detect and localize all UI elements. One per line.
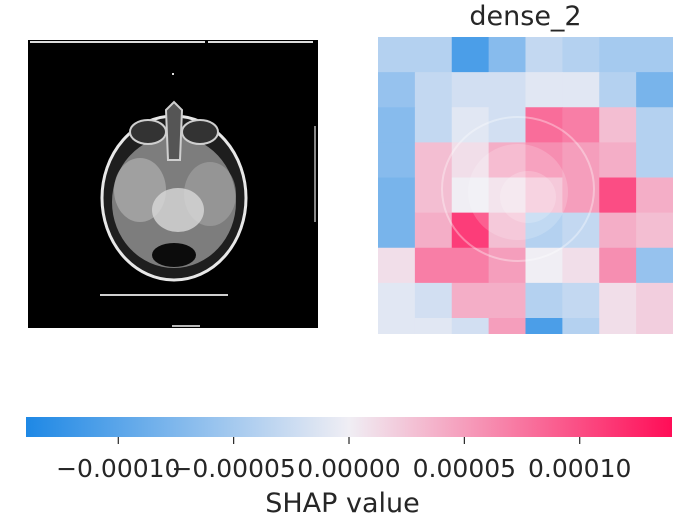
heatmap-cell: [414, 107, 453, 143]
heatmap-cell: [636, 142, 673, 179]
heatmap-cell: [562, 177, 600, 214]
heatmap-cell: [414, 72, 453, 108]
heatmap-cell: [525, 72, 563, 108]
heatmap-cell: [599, 37, 637, 73]
heatmap-cell: [488, 107, 527, 143]
heatmap-cell: [525, 318, 563, 334]
colorbar-tick-label: 0.00010: [528, 454, 631, 483]
heatmap-cell: [562, 142, 600, 179]
scan-header-text: [30, 41, 313, 43]
heatmap-cell: [451, 212, 490, 249]
heatmap-cell: [488, 177, 527, 214]
heatmap-cell: [378, 247, 416, 284]
heatmap-cell: [488, 72, 527, 108]
heatmap-cell: [525, 247, 563, 284]
heatmap-cell: [525, 177, 563, 214]
heatmap-cell: [451, 142, 490, 179]
scan-overlay: [441, 116, 595, 262]
heatmap-cell: [414, 212, 453, 249]
heatmap-cell: [451, 177, 490, 214]
heatmap-cell: [378, 72, 416, 108]
heatmap-cell: [636, 282, 673, 319]
heatmap-cell: [488, 247, 527, 284]
heatmap-cell: [451, 247, 490, 284]
heatmap-cell: [414, 142, 453, 179]
heatmap-cell: [636, 212, 673, 249]
orbit-structures: [129, 100, 219, 161]
heatmap-cell: [562, 72, 600, 108]
heatmap-cell: [599, 177, 637, 214]
colorbar: −0.00010−0.00005 0.00000 0.00005 0.00010: [26, 417, 672, 483]
heatmap-cell: [562, 318, 600, 334]
heatmap-cell: [599, 282, 637, 319]
scan-overlay: [500, 171, 556, 223]
heatmap-cell: [599, 142, 637, 179]
heatmap-cell: [599, 107, 637, 143]
heatmap-cell: [378, 318, 416, 334]
colorbar-tick-label: 0.00000: [297, 454, 400, 483]
mri-scan-image: [28, 40, 318, 328]
heatmap-cell: [636, 37, 673, 73]
panel-title: dense_2: [469, 1, 582, 32]
heatmap-cell: [414, 37, 453, 73]
colorbar-gradient: [26, 417, 672, 437]
heatmap-cell: [488, 282, 527, 319]
heatmap-cell: [488, 37, 527, 73]
heatmap-cell: [525, 37, 563, 73]
colorbar-label: SHAP value: [265, 488, 420, 519]
heatmap-cell: [451, 318, 490, 334]
heatmap-cell: [562, 107, 600, 143]
heatmap-cell: [451, 282, 490, 319]
heatmap-cell: [525, 107, 563, 143]
heatmap-cell: [488, 142, 527, 179]
heatmap-cell: [636, 318, 673, 334]
heatmap-cell: [451, 72, 490, 108]
heatmap-cell: [525, 142, 563, 179]
heatmap-cell: [562, 247, 600, 284]
heatmap-cell: [636, 177, 673, 214]
heatmap-cell: [636, 107, 673, 143]
heatmap-cell: [562, 282, 600, 319]
heatmap-cell: [378, 37, 416, 73]
colorbar-tick-label: −0.00010: [56, 454, 180, 483]
heatmap-cell: [525, 212, 563, 249]
heatmap-cell: [414, 247, 453, 284]
heatmap-cell: [525, 282, 563, 319]
heatmap-cell: [636, 72, 673, 108]
lesion-region: [152, 188, 204, 232]
heatmap-cell: [414, 318, 453, 334]
heatmap-cell: [378, 282, 416, 319]
colorbar-tick-label: −0.00005: [171, 454, 295, 483]
heatmap-cell: [599, 247, 637, 284]
scan-overlay: [468, 144, 568, 240]
heatmap-cell: [599, 318, 637, 334]
scale-bar: [100, 294, 228, 296]
heatmap-cell: [562, 212, 600, 249]
colorbar-tick-label: 0.00005: [413, 454, 516, 483]
heatmap-cell: [414, 282, 453, 319]
heatmap-cell: [488, 318, 527, 334]
heatmap-cell: [378, 177, 416, 214]
heatmap-cell: [562, 37, 600, 73]
heatmap-cell: [599, 72, 637, 108]
heatmap-cell: [378, 107, 416, 143]
heatmap-cell: [599, 212, 637, 249]
heatmap-cell: [414, 177, 453, 214]
heatmap-cell: [378, 142, 416, 179]
heatmap-cell: [451, 37, 490, 73]
heatmap-cell: [488, 212, 527, 249]
heatmap-cell: [451, 107, 490, 143]
heatmap-cell: [378, 212, 416, 249]
heatmap-cell: [636, 247, 673, 284]
shap-heatmap: [378, 37, 673, 334]
